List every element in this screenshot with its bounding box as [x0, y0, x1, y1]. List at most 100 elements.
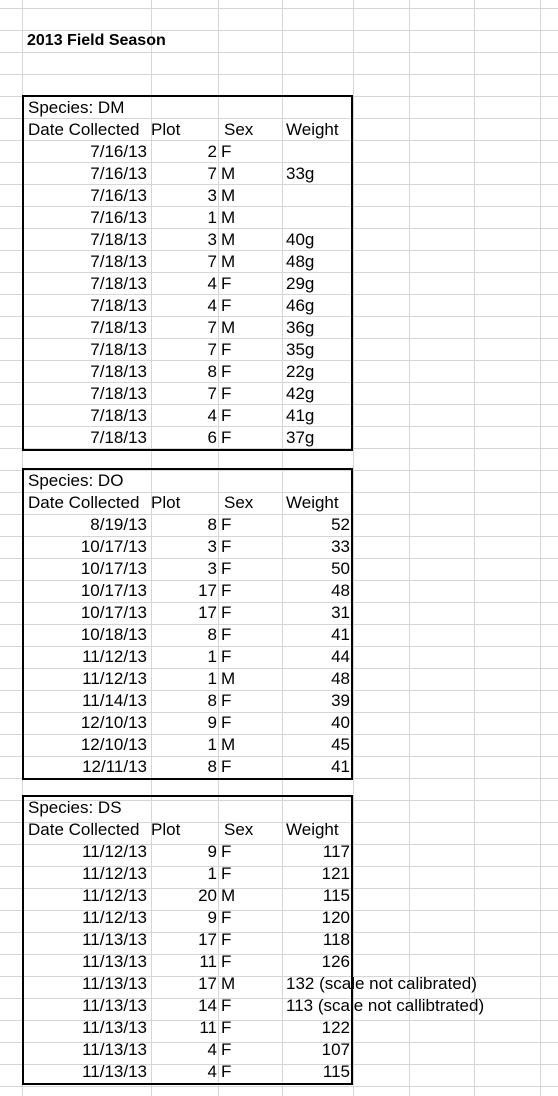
sex-cell[interactable]: F — [221, 908, 232, 927]
sex-cell[interactable]: M — [221, 886, 236, 905]
sex-cell[interactable]: F — [221, 930, 232, 949]
plot-cell[interactable]: 11 — [199, 952, 217, 971]
date-cell[interactable]: 7/18/13 — [90, 428, 147, 447]
weight-cell[interactable]: 35g — [286, 340, 315, 359]
plot-cell[interactable]: 11 — [199, 1018, 217, 1037]
date-cell[interactable]: 11/13/13 — [82, 1018, 147, 1037]
date-cell[interactable]: 11/12/13 — [82, 669, 147, 688]
weight-cell[interactable]: 45 — [331, 735, 350, 754]
date-cell[interactable]: 10/17/13 — [80, 559, 147, 578]
plot-cell[interactable]: 17 — [198, 930, 217, 949]
plot-cell[interactable]: 17 — [198, 603, 217, 622]
date-cell[interactable]: 7/18/13 — [90, 340, 147, 359]
weight-cell[interactable]: 118 — [322, 930, 350, 949]
weight-cell[interactable]: 36g — [286, 318, 315, 337]
weight-cell[interactable]: 33 — [331, 537, 350, 556]
sex-cell[interactable]: F — [221, 713, 232, 732]
species-label[interactable]: Species: DO — [28, 471, 124, 490]
sex-cell[interactable]: M — [221, 164, 236, 183]
date-cell[interactable]: 11/12/13 — [82, 842, 147, 861]
plot-cell[interactable]: 6 — [207, 428, 217, 447]
date-cell[interactable]: 12/10/13 — [80, 735, 147, 754]
plot-cell[interactable]: 7 — [207, 340, 217, 359]
date-cell[interactable]: 8/19/13 — [90, 515, 147, 534]
sex-cell[interactable]: M — [221, 252, 236, 271]
header-date-collected[interactable]: Date Collected — [28, 120, 140, 139]
header-weight[interactable]: Weight — [286, 820, 339, 839]
plot-cell[interactable]: 8 — [207, 757, 217, 776]
date-cell[interactable]: 7/18/13 — [90, 230, 147, 249]
date-cell[interactable]: 7/18/13 — [90, 362, 147, 381]
sex-cell[interactable]: M — [221, 974, 236, 993]
plot-cell[interactable]: 17 — [198, 581, 217, 600]
sex-cell[interactable]: F — [221, 757, 232, 776]
sex-cell[interactable]: F — [221, 1040, 232, 1059]
date-cell[interactable]: 7/16/13 — [90, 186, 147, 205]
plot-cell[interactable]: 17 — [198, 974, 217, 993]
sex-cell[interactable]: M — [221, 318, 236, 337]
sex-cell[interactable]: F — [221, 1062, 232, 1081]
sex-cell[interactable]: F — [221, 559, 232, 578]
weight-cell[interactable]: 44 — [331, 647, 350, 666]
weight-cell[interactable]: 40g — [286, 230, 315, 249]
sex-cell[interactable]: M — [221, 669, 236, 688]
plot-cell[interactable]: 7 — [207, 252, 217, 271]
date-cell[interactable]: 11/12/13 — [82, 647, 147, 666]
sex-cell[interactable]: F — [221, 603, 232, 622]
plot-cell[interactable]: 4 — [207, 274, 217, 293]
weight-cell[interactable]: 126 — [321, 952, 350, 971]
plot-cell[interactable]: 3 — [207, 230, 217, 249]
weight-cell[interactable]: 31 — [331, 603, 350, 622]
weight-cell[interactable]: 48 — [331, 669, 350, 688]
header-date-collected[interactable]: Date Collected — [28, 820, 140, 839]
weight-cell[interactable]: 46g — [286, 296, 315, 315]
weight-cell[interactable]: 52 — [331, 515, 350, 534]
plot-cell[interactable]: 9 — [207, 908, 217, 927]
sex-cell[interactable]: F — [221, 340, 232, 359]
weight-cell[interactable]: 115 — [322, 1062, 350, 1081]
plot-cell[interactable]: 14 — [198, 996, 217, 1015]
header-sex[interactable]: Sex — [224, 120, 254, 139]
date-cell[interactable]: 7/16/13 — [90, 164, 147, 183]
date-cell[interactable]: 7/18/13 — [90, 296, 147, 315]
sex-cell[interactable]: F — [221, 274, 232, 293]
weight-cell[interactable]: 50 — [331, 559, 350, 578]
plot-cell[interactable]: 3 — [207, 186, 217, 205]
weight-cell[interactable] — [286, 207, 350, 229]
weight-cell[interactable]: 117 — [322, 842, 350, 861]
date-cell[interactable]: 11/14/13 — [82, 691, 147, 710]
plot-cell[interactable]: 7 — [207, 318, 217, 337]
date-cell[interactable]: 11/13/13 — [82, 1062, 147, 1081]
date-cell[interactable]: 12/10/13 — [80, 713, 147, 732]
header-sex[interactable]: Sex — [224, 820, 254, 839]
header-date-collected[interactable]: Date Collected — [28, 493, 140, 512]
weight-cell[interactable]: 29g — [286, 274, 315, 293]
weight-cell[interactable]: 41g — [286, 406, 315, 425]
sex-cell[interactable]: F — [221, 996, 232, 1015]
sex-cell[interactable]: F — [221, 406, 232, 425]
plot-cell[interactable]: 9 — [207, 713, 217, 732]
sex-cell[interactable]: F — [221, 691, 232, 710]
date-cell[interactable]: 10/17/13 — [80, 581, 147, 600]
weight-cell[interactable]: 48 — [331, 581, 350, 600]
species-label[interactable]: Species: DS — [28, 798, 122, 817]
weight-cell[interactable]: 37g — [286, 428, 315, 447]
date-cell[interactable]: 11/12/13 — [82, 908, 147, 927]
weight-cell[interactable]: 42g — [286, 384, 315, 403]
weight-cell[interactable]: 22g — [286, 362, 315, 381]
date-cell[interactable]: 11/12/13 — [82, 886, 147, 905]
sex-cell[interactable]: F — [221, 296, 232, 315]
sex-cell[interactable]: F — [221, 625, 232, 644]
date-cell[interactable]: 12/11/13 — [82, 757, 147, 776]
plot-cell[interactable]: 1 — [207, 647, 217, 666]
weight-cell[interactable]: 39 — [331, 691, 350, 710]
sex-cell[interactable]: M — [221, 186, 236, 205]
sheet-title[interactable]: 2013 Field Season — [27, 32, 166, 49]
header-plot[interactable]: Plot — [151, 120, 181, 139]
sex-cell[interactable]: M — [221, 230, 236, 249]
plot-cell[interactable]: 7 — [207, 164, 217, 183]
weight-cell[interactable]: 107 — [321, 1040, 350, 1059]
plot-cell[interactable]: 4 — [207, 406, 217, 425]
header-sex[interactable]: Sex — [224, 493, 254, 512]
plot-cell[interactable]: 20 — [198, 886, 217, 905]
